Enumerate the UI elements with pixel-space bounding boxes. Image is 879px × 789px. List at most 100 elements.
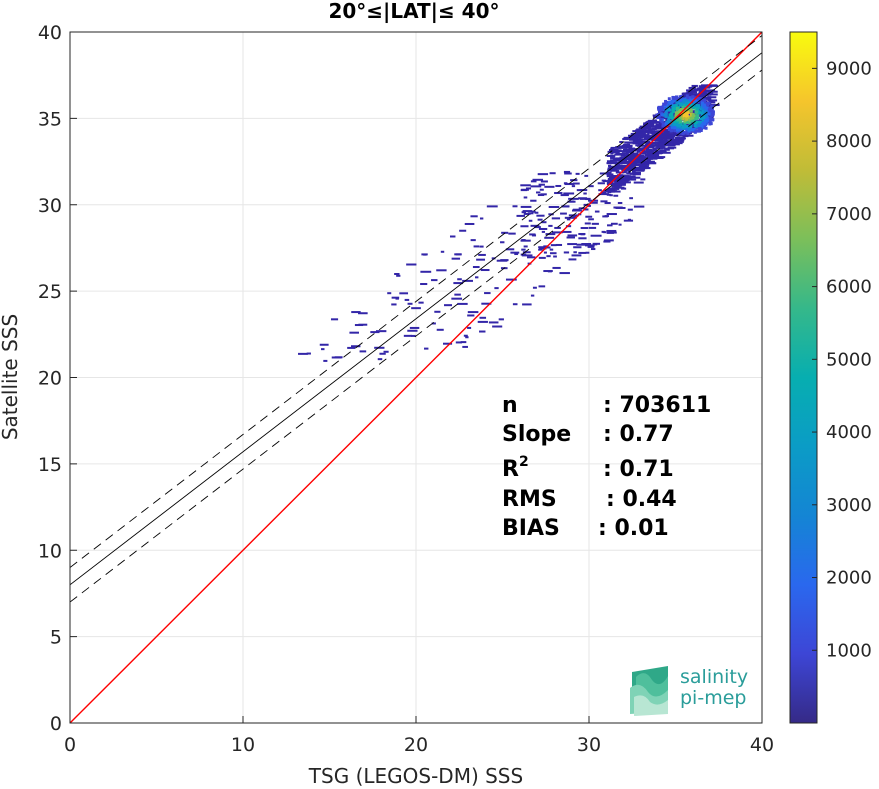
density-point [682, 117, 686, 121]
density-point [673, 122, 677, 126]
density-point [647, 119, 658, 122]
density-point [663, 113, 667, 117]
density-point [584, 244, 595, 247]
density-point [563, 170, 571, 173]
density-point [681, 115, 685, 119]
density-point [662, 132, 670, 135]
density-point [550, 244, 557, 247]
density-point [652, 119, 657, 122]
density-point [652, 147, 658, 150]
density-point [634, 161, 645, 164]
density-point [641, 151, 646, 154]
density-point [387, 292, 392, 295]
density-point [522, 303, 532, 306]
density-point [455, 341, 462, 344]
density-point [704, 114, 708, 118]
density-point [616, 183, 626, 186]
density-point [630, 132, 640, 135]
density-point [702, 124, 706, 128]
density-point [614, 153, 624, 156]
density-point [696, 113, 700, 117]
density-point [611, 175, 620, 178]
density-point [684, 97, 688, 101]
density-point [672, 106, 676, 110]
density-point [663, 123, 667, 127]
density-point [680, 111, 684, 115]
density-point [671, 110, 675, 114]
density-point [671, 127, 675, 131]
density-point [648, 153, 656, 156]
density-point [418, 301, 424, 304]
density-point [449, 235, 456, 238]
density-point [479, 217, 484, 220]
density-point [710, 108, 714, 112]
density-point [534, 211, 539, 214]
density-point [467, 326, 472, 329]
density-point [685, 123, 690, 126]
density-point [663, 147, 668, 150]
density-point [638, 165, 649, 168]
density-point [537, 173, 549, 176]
density-point [575, 172, 580, 175]
density-point [688, 98, 692, 102]
y-axis-label: Satellite SSS [0, 314, 22, 440]
density-point [702, 116, 706, 120]
density-point [584, 174, 589, 177]
density-point [516, 214, 525, 217]
density-point [539, 247, 547, 250]
density-point [661, 133, 670, 136]
density-point [520, 253, 527, 256]
density-point [541, 230, 546, 233]
density-point [536, 191, 541, 194]
density-point [639, 152, 647, 155]
density-point [621, 144, 633, 147]
density-point [624, 168, 636, 171]
density-point [630, 153, 636, 156]
density-point [538, 285, 546, 288]
density-point [555, 243, 563, 246]
density-point [651, 149, 655, 152]
density-point [627, 161, 639, 164]
density-point [675, 123, 679, 127]
density-point [604, 215, 609, 218]
density-point [686, 119, 690, 123]
density-point [522, 251, 531, 254]
density-point [708, 122, 712, 126]
density-point [691, 98, 695, 102]
density-point [549, 172, 556, 175]
density-point [695, 105, 699, 109]
density-point [661, 104, 665, 108]
density-point [684, 103, 688, 107]
density-point [546, 255, 551, 258]
density-point [475, 276, 479, 279]
density-point [692, 117, 696, 121]
density-point [354, 324, 364, 327]
density-point [436, 269, 447, 272]
density-point [377, 358, 383, 361]
density-point [636, 150, 641, 153]
density-point [391, 296, 400, 299]
density-point [691, 104, 695, 108]
density-point [676, 118, 680, 122]
density-point [711, 110, 715, 114]
colorbar-tick-label: 4000 [826, 422, 872, 443]
density-point [420, 270, 432, 273]
density-point [431, 279, 438, 282]
density-point [607, 161, 617, 164]
density-point [406, 263, 417, 266]
density-point [697, 120, 701, 124]
density-point [631, 159, 640, 162]
density-point [689, 125, 693, 129]
density-point [583, 208, 589, 211]
stat-slope-label: Slope [502, 422, 571, 447]
density-point [695, 110, 699, 114]
density-point [537, 218, 543, 221]
density-point [707, 92, 714, 95]
density-point [667, 127, 671, 131]
density-point [619, 165, 626, 168]
density-point [603, 189, 610, 192]
density-point [454, 293, 461, 296]
density-point [527, 212, 534, 215]
density-point [679, 102, 683, 106]
density-point [700, 101, 704, 105]
